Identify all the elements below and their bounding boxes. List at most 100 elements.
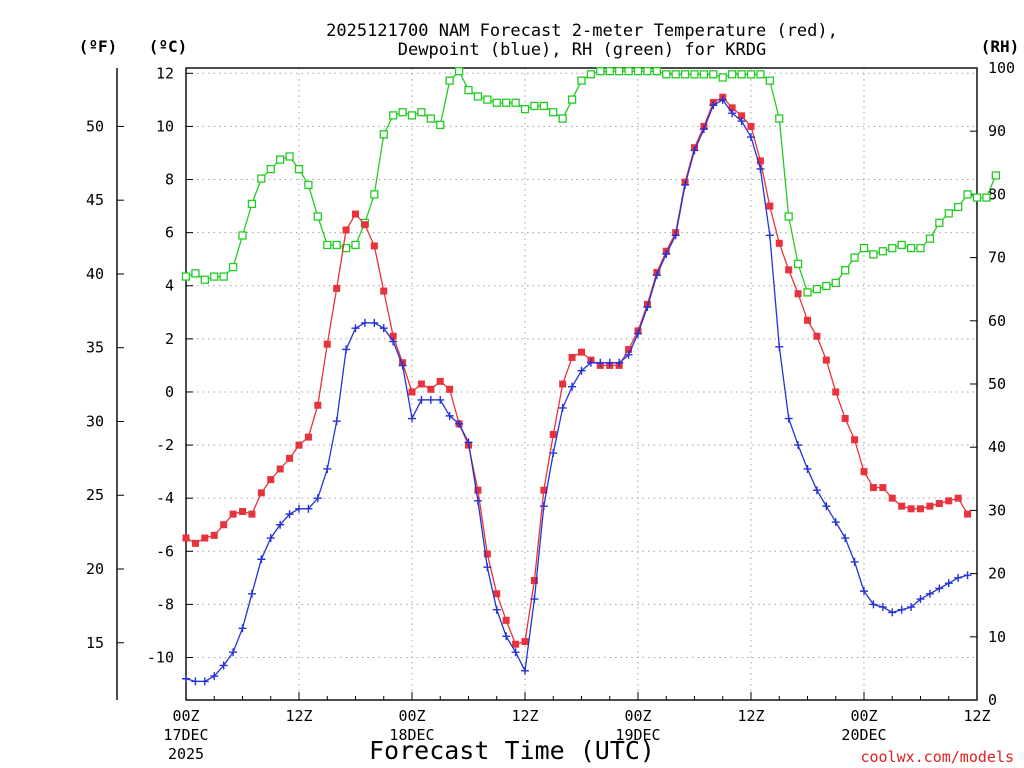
rh-point — [520, 104, 530, 114]
chart-title-line1: 2025121700 NAM Forecast 2-meter Temperat… — [326, 21, 838, 41]
rh-tick-label: 80 — [988, 185, 1006, 203]
rh-point — [191, 269, 200, 278]
rh-point — [445, 76, 454, 85]
celsius-tick-label: -8 — [156, 595, 174, 613]
rh-tick-label: 60 — [988, 312, 1006, 330]
fahrenheit-tick-label: 50 — [86, 117, 104, 135]
temperature-point — [822, 356, 830, 364]
rh-point — [982, 193, 991, 202]
rh-point — [906, 243, 916, 253]
celsius-tick-label: 6 — [165, 224, 174, 242]
rh-point — [897, 240, 906, 250]
fahrenheit-tick-label: 35 — [86, 339, 104, 357]
celsius-tick-label: 8 — [165, 171, 174, 189]
dewpoint-point — [765, 231, 774, 240]
celsius-tick-label: 12 — [156, 64, 174, 82]
rh-point — [756, 70, 765, 79]
fahrenheit-tick-label: 15 — [86, 634, 104, 652]
dewpoint-point — [539, 502, 548, 511]
temperature-point — [248, 510, 256, 518]
rh-axis: 0 10 20 30 40 50 60 70 80 90 100 — [970, 59, 1015, 709]
dewpoint-point — [643, 302, 652, 311]
temperature-point — [832, 388, 840, 396]
dewpoint-point — [737, 117, 746, 126]
x-tick-date-label: 18DEC — [389, 726, 434, 744]
temperature-point — [512, 640, 520, 648]
rh-point — [775, 114, 784, 123]
dewpoint-point — [822, 502, 831, 511]
rh-tick-label: 20 — [988, 565, 1006, 583]
temperature-point — [775, 239, 783, 247]
rh-point — [586, 70, 596, 79]
dewpoint-point — [398, 361, 407, 370]
dewpoint-point — [370, 318, 379, 327]
temperature-point — [380, 287, 388, 295]
rh-point — [247, 199, 257, 209]
dewpoint-point — [812, 486, 821, 495]
temperature-point — [323, 340, 331, 348]
rh-point — [916, 243, 925, 253]
x-tick-label: 12Z — [285, 707, 312, 725]
plot-frame — [185, 67, 978, 701]
rh-point — [502, 98, 511, 107]
dewpoint-point — [878, 603, 887, 612]
dewpoint-point — [182, 674, 190, 683]
dewpoint-point — [464, 438, 473, 447]
rh-point — [633, 67, 643, 76]
dewpoint-point — [869, 600, 878, 609]
celsius-tick-label: -6 — [156, 542, 174, 560]
rh-point — [285, 152, 294, 161]
x-tick-label: 00Z — [624, 707, 651, 725]
rh-point — [765, 76, 774, 85]
rh-point — [793, 259, 803, 269]
dewpoint-point — [568, 382, 577, 391]
dewpoint-point — [436, 395, 445, 404]
rh-point — [935, 218, 944, 227]
temperature-point — [408, 388, 416, 396]
rh-point — [417, 108, 426, 117]
temperature-point — [333, 284, 341, 292]
rh-tick-label: 100 — [988, 59, 1015, 77]
fahrenheit-tick-label: 45 — [86, 191, 104, 209]
temperature-point — [389, 332, 397, 340]
rh-point — [407, 111, 417, 120]
rh-point — [615, 67, 624, 76]
rh-unit-label: (RH) — [981, 37, 1020, 56]
rh-point — [784, 212, 793, 221]
rh-point — [662, 70, 671, 79]
celsius-tick-label: -4 — [156, 489, 174, 507]
rh-point — [454, 67, 464, 76]
dewpoint-point — [219, 661, 228, 670]
x-axis-title: Forecast Time (UTC) — [369, 736, 655, 765]
dewpoint-point — [502, 632, 511, 641]
temperature-point — [625, 345, 633, 353]
dewpoint-point — [784, 414, 793, 423]
dewpoint-point — [756, 164, 765, 173]
rh-tick-label: 50 — [988, 375, 1006, 393]
x-tick-label: 00Z — [172, 707, 199, 725]
dewpoint-point — [191, 677, 200, 686]
dewpoint-point — [558, 403, 567, 412]
rh-point — [389, 111, 398, 120]
dewpoint-point — [257, 555, 266, 564]
dewpoint-point — [549, 449, 558, 458]
dewpoint-point — [276, 520, 285, 529]
temperature-point — [427, 385, 435, 393]
rh-point — [511, 98, 520, 107]
rh-point — [219, 272, 228, 281]
rh-point — [850, 253, 859, 262]
x-tick-date-label: 19DEC — [615, 726, 660, 744]
rh-point — [210, 272, 219, 281]
rh-point — [351, 240, 360, 250]
rh-point — [276, 155, 285, 164]
temperature-point — [559, 380, 567, 388]
rh-point — [822, 281, 831, 291]
x-tick-label: 12Z — [737, 707, 764, 725]
rh-point — [972, 193, 982, 202]
temperature-point — [898, 502, 906, 510]
rh-point — [718, 73, 727, 82]
temperature-point — [304, 433, 312, 441]
dewpoint-point — [916, 595, 925, 604]
dewpoint-point — [342, 345, 351, 354]
